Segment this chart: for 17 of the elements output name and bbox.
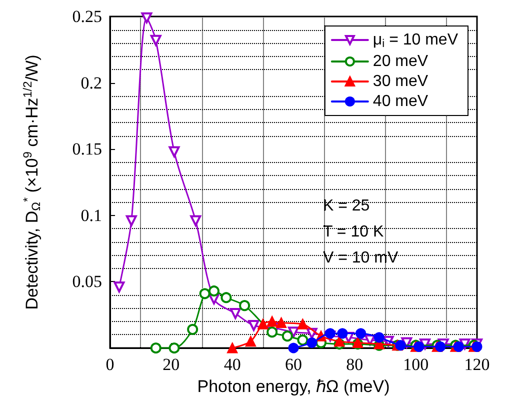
y-tick-label: 0.05 — [72, 272, 102, 292]
y-tick-label: 0.2 — [80, 73, 102, 92]
x-tick-label: 40 — [224, 355, 241, 374]
legend-label: 20 meV — [372, 53, 428, 70]
y-tick-label: 0.25 — [72, 7, 102, 26]
legend-label: 30 meV — [372, 73, 428, 90]
x-tick-label: 120 — [464, 355, 490, 374]
y-tick-label: 0.15 — [72, 140, 102, 159]
legend-label: 40 meV — [372, 93, 428, 110]
x-tick-label: 20 — [162, 355, 180, 374]
x-tick-label: 100 — [403, 355, 429, 374]
x-tick-label: 60 — [285, 355, 302, 374]
y-axis-title: Detectivity, DΩ* (×109 cm·Hz1/2/W) — [20, 54, 43, 310]
x-axis-title: Photon energy, ℏΩ (meV) — [197, 376, 390, 396]
y-tick-label: 0.1 — [80, 206, 102, 225]
x-tick-label: 80 — [346, 355, 364, 374]
x-tick-label: 0 — [106, 355, 114, 374]
